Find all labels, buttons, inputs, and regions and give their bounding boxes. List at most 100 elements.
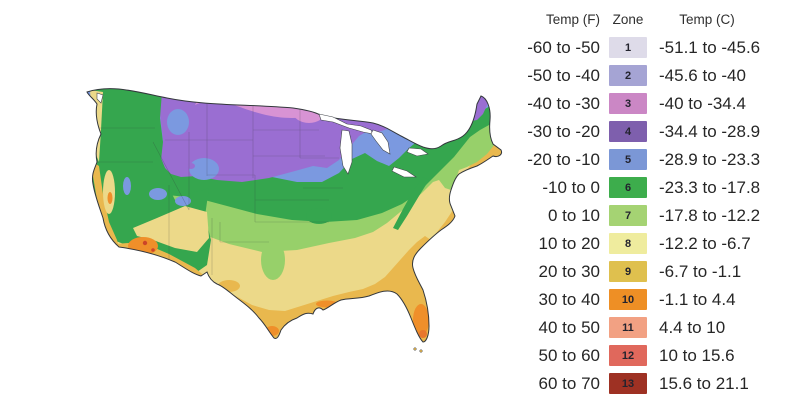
legend-temp-c: -45.6 to -40 xyxy=(659,66,746,85)
hot-spot-yuma xyxy=(151,248,155,252)
legend-temp-f: 20 to 30 xyxy=(538,262,600,281)
legend-zone-swatch: 8 xyxy=(609,233,647,254)
legend-header-zone: Zone xyxy=(612,12,644,27)
legend-row: 10 to 20 8 -12.2 to -6.7 xyxy=(512,232,800,256)
zone-5-rockies-patch xyxy=(189,158,219,180)
legend-temp-f: -10 to 0 xyxy=(542,178,600,197)
zone-4-colorado-dot xyxy=(187,163,195,169)
lake-ontario xyxy=(406,147,429,157)
great-lakes xyxy=(96,92,429,178)
legend-zone-number: 12 xyxy=(621,349,635,362)
zone-5-idaho-patch xyxy=(167,109,189,135)
state-borders xyxy=(93,88,343,275)
legend-row: -20 to -10 5 -28.9 to -23.3 xyxy=(512,148,800,172)
legend-temp-f: 10 to 20 xyxy=(538,234,600,253)
zone-5-utah-patch xyxy=(175,196,191,206)
legend-temp-f: 30 to 40 xyxy=(538,290,600,309)
legend-row: -50 to -40 2 -45.6 to -40 xyxy=(512,64,800,88)
legend-temp-c: -17.8 to -12.2 xyxy=(659,206,761,225)
hot-spot-phoenix xyxy=(142,240,148,246)
us-hardiness-zone-map xyxy=(86,88,502,353)
legend-temp-f: -30 to -20 xyxy=(527,122,600,141)
legend-temp-c: -51.1 to -45.6 xyxy=(659,38,761,57)
map-container xyxy=(57,70,512,400)
legend-row: 60 to 70 13 15.6 to 21.1 xyxy=(512,372,800,396)
zone-10-south-florida xyxy=(413,304,429,336)
zone-8-southwest xyxy=(133,206,209,252)
legend-zone-swatch: 13 xyxy=(609,373,647,394)
legend-zone-swatch: 3 xyxy=(609,93,647,114)
legend-zone-swatch: 11 xyxy=(609,317,647,338)
legend-zone-swatch: 7 xyxy=(609,205,647,226)
legend-temp-f: 60 to 70 xyxy=(538,374,600,393)
legend-zone-number: 1 xyxy=(624,41,632,54)
legend-temp-f: -60 to -50 xyxy=(527,38,600,57)
legend-zone-number: 10 xyxy=(621,293,635,306)
legend-temp-f: 50 to 60 xyxy=(538,346,600,365)
lake-huron xyxy=(370,129,391,155)
legend-row: -30 to -20 4 -34.4 to -28.9 xyxy=(512,120,800,144)
zone-3-patch-maine xyxy=(463,99,473,107)
legend-zone-number: 9 xyxy=(624,265,632,278)
legend-temp-f: -20 to -10 xyxy=(527,150,600,169)
zone-3-patch-minnesota xyxy=(293,101,325,123)
florida-keys-dot xyxy=(413,347,417,351)
legend-temp-c: -6.7 to -1.1 xyxy=(659,262,742,281)
zone-10-arizona xyxy=(128,237,158,255)
zone-4-patch-adirondacks xyxy=(416,124,438,140)
legend-zone-swatch: 2 xyxy=(609,65,647,86)
legend-temp-f: 40 to 50 xyxy=(538,318,600,337)
legend-temp-c: -1.1 to 4.4 xyxy=(659,290,736,309)
legend-zone-number: 13 xyxy=(621,377,635,390)
zone-10-valley-streak xyxy=(107,192,113,204)
legend-zone-swatch: 5 xyxy=(609,149,647,170)
legend-temp-c: 4.4 to 10 xyxy=(659,318,726,337)
legend-temp-c: -34.4 to -28.9 xyxy=(659,122,761,141)
legend-zone-swatch: 6 xyxy=(609,177,647,198)
legend-zone-number: 4 xyxy=(624,125,632,138)
legend-row: 50 to 60 12 10 to 15.6 xyxy=(512,344,800,368)
legend-zone-swatch: 12 xyxy=(609,345,647,366)
legend-zone-number: 7 xyxy=(624,209,632,222)
legend-temp-c: -28.9 to -23.3 xyxy=(659,150,761,169)
legend-zone-number: 3 xyxy=(624,97,632,110)
legend-temp-f: -50 to -40 xyxy=(527,66,600,85)
legend-zone-number: 6 xyxy=(624,181,632,194)
zone-legend: Temp (F) Zone Temp (C) -60 to -50 1 -51.… xyxy=(512,0,800,411)
legend-temp-c: -23.3 to -17.8 xyxy=(659,178,761,197)
legend-row: 0 to 10 7 -17.8 to -12.2 xyxy=(512,204,800,228)
legend-header-temp-f: Temp (F) xyxy=(546,12,600,27)
zone-10-louisiana-coast xyxy=(316,300,338,308)
legend-temp-c: 15.6 to 21.1 xyxy=(659,374,749,393)
lake-michigan xyxy=(339,129,353,175)
legend-zone-number: 11 xyxy=(622,321,634,334)
zone-9-california-coast xyxy=(93,162,119,247)
zone-6-ozarks xyxy=(306,208,332,224)
us-outline xyxy=(86,88,502,343)
zone-10-florida-tip xyxy=(419,330,427,338)
florida-keys-dot xyxy=(419,349,423,353)
legend-temp-c: 10 to 15.6 xyxy=(659,346,735,365)
legend-row: 20 to 30 9 -6.7 to -1.1 xyxy=(512,260,800,284)
legend-zone-swatch: 10 xyxy=(609,289,647,310)
puget-sound xyxy=(96,92,104,104)
legend-header-temp-c: Temp (C) xyxy=(679,12,735,27)
legend-temp-c: -12.2 to -6.7 xyxy=(659,234,751,253)
legend-zone-number: 8 xyxy=(624,237,632,250)
legend-zone-number: 5 xyxy=(624,153,632,166)
legend-temp-f: -40 to -30 xyxy=(527,94,600,113)
legend-zone-swatch: 1 xyxy=(609,37,647,58)
zone-6-appalachians xyxy=(393,177,429,230)
zone-8-central-valley xyxy=(103,170,115,214)
zone-7-texas-patch xyxy=(261,240,285,280)
legend-row: -40 to -30 3 -40 to -34.4 xyxy=(512,92,800,116)
legend-zone-swatch: 4 xyxy=(609,121,647,142)
legend-zone-number: 2 xyxy=(624,69,632,82)
zone-5-nevada-patch xyxy=(149,188,167,200)
legend-zone-swatch: 9 xyxy=(609,261,647,282)
zone-5-sierra-patch xyxy=(123,177,131,195)
legend-row: 30 to 40 10 -1.1 to 4.4 xyxy=(512,288,800,312)
legend-temp-f: 0 to 10 xyxy=(548,206,600,225)
legend-row: -10 to 0 6 -23.3 to -17.8 xyxy=(512,176,800,200)
legend-row: 40 to 50 11 4.4 to 10 xyxy=(512,316,800,340)
